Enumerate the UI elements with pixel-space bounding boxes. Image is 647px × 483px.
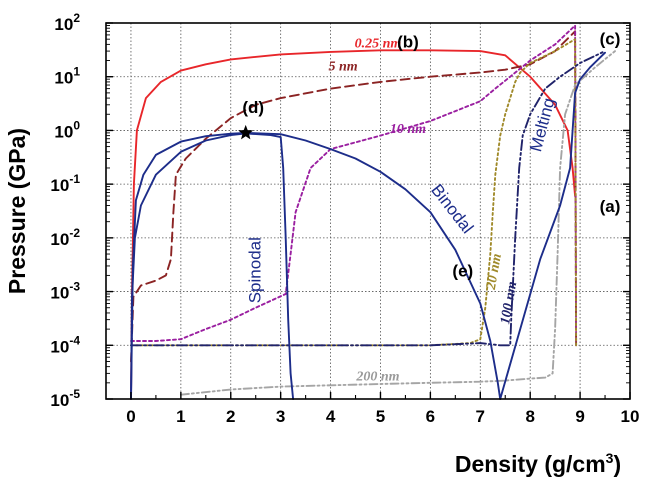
series-line-10-nm	[130, 24, 578, 347]
x-tick-label: 8	[525, 407, 534, 426]
annotation-label: (c)	[600, 29, 621, 48]
series-line-melting	[499, 51, 606, 400]
plot-frame	[105, 22, 631, 400]
annotation-label: 200 nm	[355, 370, 399, 385]
x-tick-label: 10	[621, 407, 640, 426]
x-tick-label: 3	[276, 407, 285, 426]
y-tick-label: 101	[54, 65, 80, 88]
annotation-label: (d)	[242, 98, 264, 117]
annotation-label: (a)	[600, 197, 621, 216]
x-tick-label: 9	[575, 407, 584, 426]
marker-layer	[238, 124, 254, 140]
annotation-label: (b)	[397, 32, 419, 51]
x-tick-label: 2	[226, 407, 235, 426]
annotation-label: (e)	[452, 262, 473, 281]
y-tick-labels: 10-5 10-4 10-3 10-2 10-1 100 101 102	[50, 11, 80, 410]
series-layer	[130, 24, 616, 400]
x-tick-label: 5	[376, 407, 385, 426]
y-tick-label: 10-4	[50, 333, 80, 356]
series-line-spinodal	[130, 132, 295, 400]
x-tick-label: 6	[426, 407, 435, 426]
y-tick-label: 100	[54, 118, 80, 141]
series-line-5-nm	[130, 30, 578, 363]
annotation-label: Spinodal	[246, 237, 265, 303]
critical-point-star-icon	[238, 124, 254, 140]
series-line-200-nm	[179, 50, 616, 396]
annotation-label: 0.25 nm	[355, 36, 402, 51]
y-tick-label: 10-5	[50, 387, 80, 410]
annotation-label: 20 nm	[484, 252, 505, 291]
series-line-binodal	[130, 131, 502, 400]
annotation-label: 100 nm	[498, 280, 520, 325]
plot-area	[106, 23, 630, 399]
y-tick-label: 10-1	[50, 172, 80, 195]
x-tick-labels: 0 1 2 3 4 5 6 7 8 9 10	[126, 407, 639, 426]
y-tick-label: 10-3	[50, 280, 80, 303]
annotation-label: 5 nm	[328, 60, 357, 75]
x-tick-label: 4	[326, 407, 336, 426]
x-tick-label: 7	[476, 407, 485, 426]
series-line-100-nm	[130, 50, 606, 347]
series-line-0-25-nm	[130, 49, 577, 400]
y-tick-label: 102	[54, 11, 80, 34]
y-tick-label: 10-2	[50, 226, 80, 249]
y-axis-title: Pressure (GPa)	[4, 128, 30, 294]
axis-ticks	[106, 22, 631, 400]
x-tick-label: 1	[176, 407, 185, 426]
x-axis-title: Density (g/cm3)	[455, 450, 621, 477]
annotation-label: 10 nm	[390, 122, 426, 137]
x-tick-label: 0	[126, 407, 135, 426]
